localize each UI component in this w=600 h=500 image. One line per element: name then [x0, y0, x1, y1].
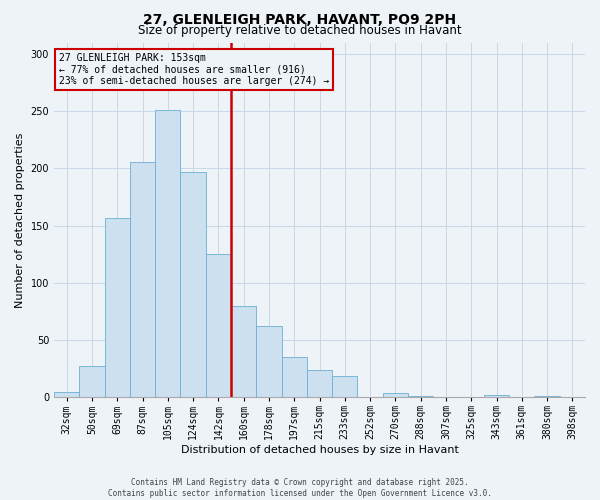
Bar [484, 395, 509, 397]
X-axis label: Distribution of detached houses by size in Havant: Distribution of detached houses by size … [181, 445, 458, 455]
Text: 27, GLENLEIGH PARK, HAVANT, PO9 2PH: 27, GLENLEIGH PARK, HAVANT, PO9 2PH [143, 12, 457, 26]
Bar [155, 110, 181, 397]
Text: 27 GLENLEIGH PARK: 153sqm
← 77% of detached houses are smaller (916)
23% of semi: 27 GLENLEIGH PARK: 153sqm ← 77% of detac… [59, 53, 329, 86]
Bar [408, 396, 433, 397]
Bar [281, 357, 307, 397]
Bar [256, 326, 281, 397]
Bar [181, 172, 206, 397]
Y-axis label: Number of detached properties: Number of detached properties [15, 132, 25, 308]
Bar [307, 370, 332, 397]
Bar [231, 306, 256, 397]
Bar [54, 392, 79, 397]
Bar [79, 366, 104, 397]
Bar [104, 218, 130, 397]
Bar [130, 162, 155, 397]
Bar [332, 376, 358, 397]
Text: Size of property relative to detached houses in Havant: Size of property relative to detached ho… [138, 24, 462, 37]
Bar [535, 396, 560, 397]
Bar [383, 392, 408, 397]
Text: Contains HM Land Registry data © Crown copyright and database right 2025.
Contai: Contains HM Land Registry data © Crown c… [108, 478, 492, 498]
Bar [206, 254, 231, 397]
